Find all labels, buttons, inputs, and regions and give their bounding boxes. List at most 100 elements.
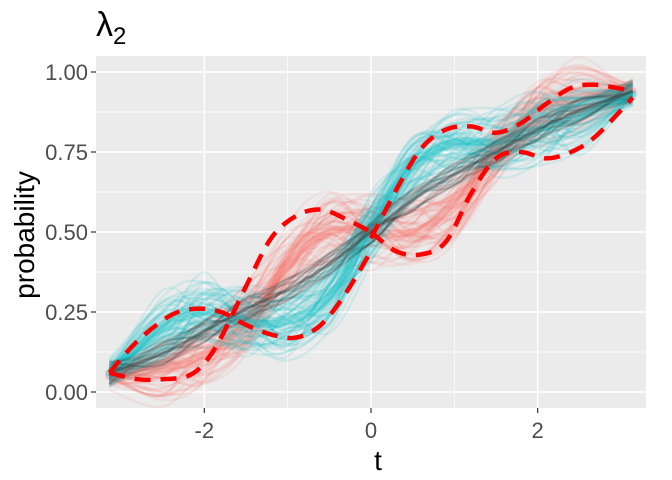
mean-curve-shade xyxy=(109,99,633,368)
sample-curve xyxy=(108,90,634,368)
sample-curve xyxy=(108,80,633,398)
sample-curve xyxy=(108,77,633,397)
sample-curve xyxy=(109,90,634,383)
sample-curve xyxy=(108,71,634,374)
sample-curve xyxy=(109,95,634,387)
mean-curve-shade xyxy=(108,101,633,382)
y-tick-label: 0.50 xyxy=(45,220,88,245)
sample-curve xyxy=(109,89,633,374)
sample-curve xyxy=(109,100,634,396)
sample-curve xyxy=(108,81,634,361)
sample-curve xyxy=(109,97,633,378)
mean-curve-shade xyxy=(109,92,633,369)
sample-curve xyxy=(108,95,633,381)
dashed-curve xyxy=(369,96,635,258)
sample-curve xyxy=(108,83,634,373)
sample-curve xyxy=(108,84,634,369)
sample-curve xyxy=(108,97,633,367)
sample-curve xyxy=(108,81,634,387)
sample-curve xyxy=(108,82,634,379)
x-tick-label: 0 xyxy=(365,418,377,443)
mean-curve-shade xyxy=(109,81,634,369)
mean-curve-shade xyxy=(109,87,634,377)
sample-curve xyxy=(108,92,634,372)
sample-curve xyxy=(108,89,634,388)
sample-curve xyxy=(108,93,634,377)
sample-curve xyxy=(108,83,634,370)
sample-curve xyxy=(108,88,633,378)
dashed-curve xyxy=(369,82,634,240)
sample-curve xyxy=(108,84,633,381)
sample-curve xyxy=(108,85,634,369)
y-axis-title: probability xyxy=(9,171,40,299)
sample-curve xyxy=(108,95,633,376)
sample-curve xyxy=(108,102,634,385)
sample-curve xyxy=(108,93,633,369)
sample-curve xyxy=(108,80,634,381)
sample-curve xyxy=(108,91,634,382)
sample-curve xyxy=(108,63,634,380)
sample-curve xyxy=(109,83,634,370)
mean-curve-shade xyxy=(108,84,634,385)
chart-title-symbol: λ xyxy=(96,6,113,44)
sample-curve xyxy=(109,80,633,382)
sample-curve xyxy=(108,94,634,380)
mean-curve-shade xyxy=(108,95,633,381)
sample-curve xyxy=(108,89,633,362)
sample-curve xyxy=(109,68,634,387)
sample-curve xyxy=(109,93,633,372)
sample-curve xyxy=(108,90,633,380)
mean-curve-shade xyxy=(109,96,633,366)
sample-curve xyxy=(108,83,633,386)
sample-curve xyxy=(108,95,633,381)
y-tick-label: 0.75 xyxy=(45,140,88,165)
dashed-curve xyxy=(108,207,373,383)
sample-curve xyxy=(108,93,634,398)
sample-curve xyxy=(108,77,634,397)
mean-curve-shade xyxy=(109,89,634,364)
sample-curve xyxy=(108,90,633,376)
dashed-curve xyxy=(107,250,373,375)
sample-curve xyxy=(108,101,634,383)
sample-curve xyxy=(108,97,634,379)
sample-curve xyxy=(109,91,634,370)
sample-curve xyxy=(108,90,633,370)
sample-curve xyxy=(109,95,633,362)
sample-curve xyxy=(108,96,634,373)
sample-curve xyxy=(108,83,634,365)
sample-curve xyxy=(108,95,634,378)
sample-curve xyxy=(108,91,633,369)
x-axis-title: t xyxy=(374,445,382,476)
sample-curve xyxy=(109,96,633,380)
sample-curve xyxy=(109,93,633,381)
x-tick-label: 2 xyxy=(532,418,544,443)
sample-curve xyxy=(109,86,633,374)
sample-curve xyxy=(108,92,634,368)
sample-curve xyxy=(108,94,633,373)
mean-curve-shade xyxy=(109,80,634,363)
sample-curve xyxy=(109,86,633,384)
chart-title-subscript: 2 xyxy=(113,23,126,50)
sample-curve xyxy=(108,71,634,385)
sample-curve xyxy=(109,94,634,372)
sample-curve xyxy=(108,88,633,367)
mean-curve-shade xyxy=(108,94,633,384)
sample-curve xyxy=(108,95,634,376)
sample-curve xyxy=(108,78,634,362)
sample-curve xyxy=(109,90,634,371)
sample-curve xyxy=(108,92,633,372)
axes: -2 0 2 0.00 0.25 0.50 0.75 1.00 xyxy=(45,60,544,443)
sample-curve xyxy=(108,97,634,377)
sample-curve xyxy=(108,99,633,382)
sample-curve xyxy=(108,96,633,370)
sample-curve xyxy=(108,96,633,376)
sample-curve xyxy=(109,85,633,379)
sample-curve xyxy=(108,91,634,388)
sample-curve xyxy=(109,78,633,385)
sample-curve xyxy=(108,89,634,386)
sample-curve xyxy=(109,87,633,377)
sample-curve xyxy=(109,87,634,385)
mean-curve-shade xyxy=(108,79,634,375)
sample-curve xyxy=(108,101,634,364)
